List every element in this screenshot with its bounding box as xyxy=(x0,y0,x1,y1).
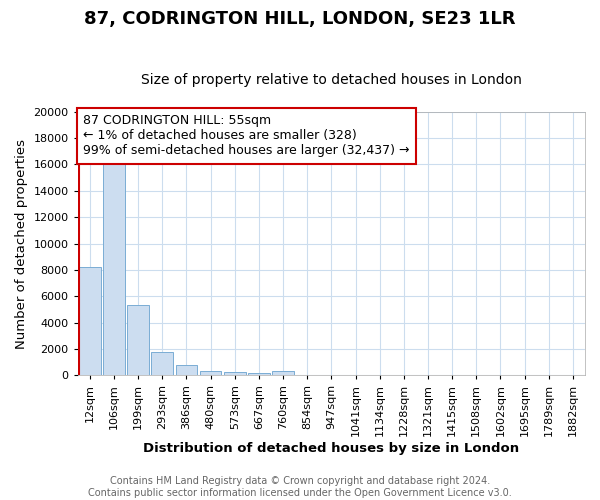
Title: Size of property relative to detached houses in London: Size of property relative to detached ho… xyxy=(141,73,522,87)
Bar xyxy=(176,365,197,376)
X-axis label: Distribution of detached houses by size in London: Distribution of detached houses by size … xyxy=(143,442,520,455)
Text: Contains HM Land Registry data © Crown copyright and database right 2024.
Contai: Contains HM Land Registry data © Crown c… xyxy=(88,476,512,498)
Bar xyxy=(103,158,125,376)
Bar xyxy=(272,372,294,376)
Bar xyxy=(200,370,221,376)
Bar xyxy=(127,306,149,376)
Y-axis label: Number of detached properties: Number of detached properties xyxy=(15,138,28,348)
Bar xyxy=(248,374,270,376)
Text: 87 CODRINGTON HILL: 55sqm
← 1% of detached houses are smaller (328)
99% of semi-: 87 CODRINGTON HILL: 55sqm ← 1% of detach… xyxy=(83,114,409,158)
Bar xyxy=(224,372,245,376)
Text: 87, CODRINGTON HILL, LONDON, SE23 1LR: 87, CODRINGTON HILL, LONDON, SE23 1LR xyxy=(84,10,516,28)
Bar xyxy=(79,268,101,376)
Bar xyxy=(151,352,173,376)
